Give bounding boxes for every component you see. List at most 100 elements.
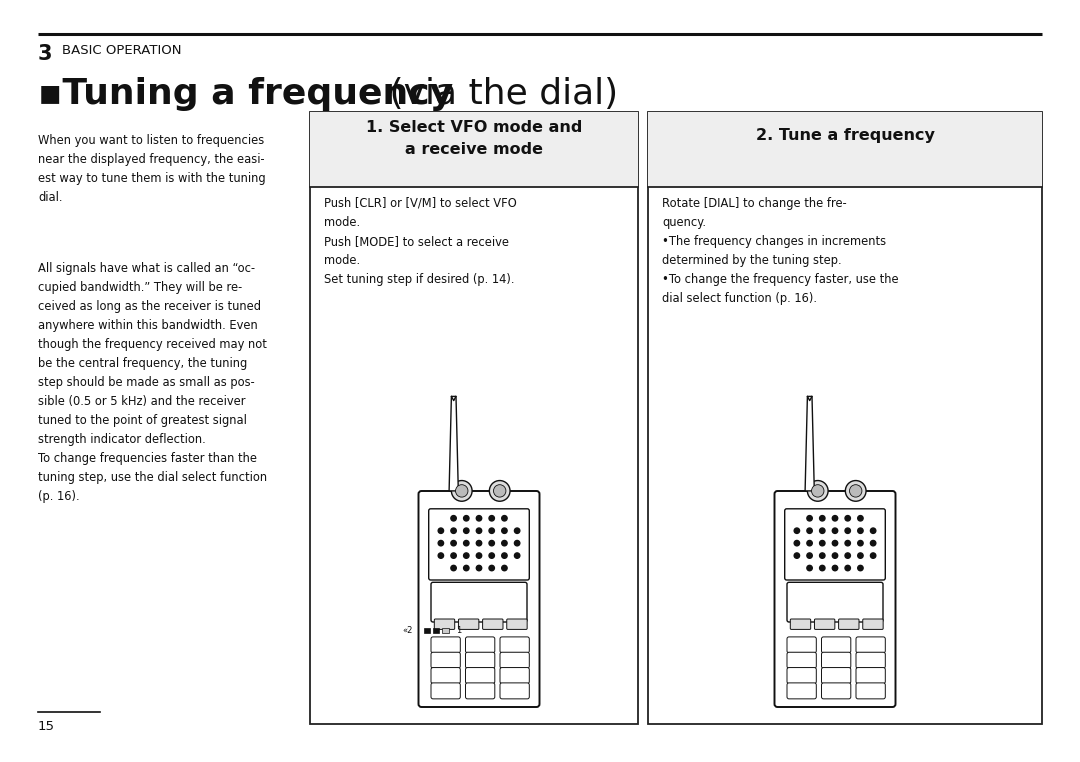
Polygon shape bbox=[805, 396, 814, 491]
FancyBboxPatch shape bbox=[774, 491, 895, 707]
Circle shape bbox=[870, 553, 876, 559]
FancyBboxPatch shape bbox=[465, 652, 495, 668]
FancyBboxPatch shape bbox=[465, 683, 495, 699]
Polygon shape bbox=[449, 396, 458, 491]
Text: ▪Tuning a frequency: ▪Tuning a frequency bbox=[38, 77, 454, 111]
Circle shape bbox=[807, 565, 812, 571]
Circle shape bbox=[514, 540, 519, 546]
Circle shape bbox=[438, 540, 444, 546]
Bar bbox=[648, 112, 1042, 187]
Circle shape bbox=[463, 516, 469, 521]
Circle shape bbox=[858, 553, 863, 559]
Circle shape bbox=[850, 485, 862, 497]
Circle shape bbox=[476, 540, 482, 546]
Circle shape bbox=[489, 565, 495, 571]
Circle shape bbox=[858, 540, 863, 546]
FancyBboxPatch shape bbox=[791, 619, 811, 629]
Circle shape bbox=[870, 540, 876, 546]
Circle shape bbox=[489, 481, 510, 501]
Text: 1. Select VFO mode and: 1. Select VFO mode and bbox=[366, 120, 582, 135]
Circle shape bbox=[833, 516, 838, 521]
Circle shape bbox=[450, 565, 456, 571]
Circle shape bbox=[514, 553, 519, 559]
FancyBboxPatch shape bbox=[507, 619, 527, 629]
FancyBboxPatch shape bbox=[822, 668, 851, 684]
FancyBboxPatch shape bbox=[856, 637, 886, 653]
Circle shape bbox=[794, 553, 799, 559]
FancyBboxPatch shape bbox=[465, 668, 495, 684]
FancyBboxPatch shape bbox=[419, 491, 540, 707]
Text: 3: 3 bbox=[38, 44, 53, 64]
Circle shape bbox=[450, 528, 456, 533]
Circle shape bbox=[451, 481, 472, 501]
FancyBboxPatch shape bbox=[856, 668, 886, 684]
FancyBboxPatch shape bbox=[863, 619, 883, 629]
FancyBboxPatch shape bbox=[500, 668, 529, 684]
Bar bbox=[310, 112, 638, 187]
Circle shape bbox=[833, 565, 838, 571]
Circle shape bbox=[820, 516, 825, 521]
Circle shape bbox=[833, 553, 838, 559]
Bar bbox=[423, 629, 430, 632]
Circle shape bbox=[794, 540, 799, 546]
Circle shape bbox=[450, 553, 456, 559]
Circle shape bbox=[476, 528, 482, 533]
Circle shape bbox=[450, 540, 456, 546]
Circle shape bbox=[794, 528, 799, 533]
FancyBboxPatch shape bbox=[787, 683, 816, 699]
Circle shape bbox=[514, 528, 519, 533]
Circle shape bbox=[502, 540, 508, 546]
Circle shape bbox=[489, 516, 495, 521]
Circle shape bbox=[489, 528, 495, 533]
Bar bbox=[310, 112, 638, 724]
FancyBboxPatch shape bbox=[431, 637, 460, 653]
Circle shape bbox=[476, 516, 482, 521]
Text: When you want to listen to frequencies
near the displayed frequency, the easi-
e: When you want to listen to frequencies n… bbox=[38, 134, 266, 204]
Text: BASIC OPERATION: BASIC OPERATION bbox=[62, 44, 181, 57]
Text: Rotate [DIAL] to change the fre-
quency.
•The frequency changes in increments
de: Rotate [DIAL] to change the fre- quency.… bbox=[662, 197, 899, 305]
Circle shape bbox=[502, 565, 508, 571]
FancyBboxPatch shape bbox=[822, 652, 851, 668]
Circle shape bbox=[845, 528, 850, 533]
Circle shape bbox=[820, 528, 825, 533]
Circle shape bbox=[456, 485, 468, 497]
FancyBboxPatch shape bbox=[787, 668, 816, 684]
Circle shape bbox=[489, 540, 495, 546]
FancyBboxPatch shape bbox=[483, 619, 503, 629]
Circle shape bbox=[820, 540, 825, 546]
Circle shape bbox=[858, 516, 863, 521]
Circle shape bbox=[463, 565, 469, 571]
Circle shape bbox=[845, 540, 850, 546]
Circle shape bbox=[438, 553, 444, 559]
Circle shape bbox=[502, 516, 508, 521]
FancyBboxPatch shape bbox=[500, 683, 529, 699]
FancyBboxPatch shape bbox=[465, 637, 495, 653]
Circle shape bbox=[811, 485, 824, 497]
Text: (via the dial): (via the dial) bbox=[378, 77, 618, 111]
Circle shape bbox=[820, 565, 825, 571]
Text: Push [CLR] or [V/M] to select VFO
mode.
Push [MODE] to select a receive
mode.
Se: Push [CLR] or [V/M] to select VFO mode. … bbox=[324, 197, 516, 286]
FancyBboxPatch shape bbox=[822, 637, 851, 653]
Circle shape bbox=[845, 553, 850, 559]
Bar bbox=[442, 629, 448, 632]
Circle shape bbox=[808, 481, 828, 501]
Circle shape bbox=[807, 540, 812, 546]
FancyBboxPatch shape bbox=[500, 652, 529, 668]
Circle shape bbox=[502, 553, 508, 559]
Circle shape bbox=[820, 553, 825, 559]
Circle shape bbox=[833, 540, 838, 546]
FancyBboxPatch shape bbox=[500, 637, 529, 653]
Circle shape bbox=[450, 516, 456, 521]
FancyBboxPatch shape bbox=[431, 668, 460, 684]
Circle shape bbox=[807, 528, 812, 533]
Circle shape bbox=[476, 565, 482, 571]
Circle shape bbox=[463, 540, 469, 546]
Circle shape bbox=[858, 565, 863, 571]
FancyBboxPatch shape bbox=[431, 683, 460, 699]
Circle shape bbox=[833, 528, 838, 533]
FancyBboxPatch shape bbox=[814, 619, 835, 629]
FancyBboxPatch shape bbox=[429, 509, 529, 580]
Circle shape bbox=[476, 553, 482, 559]
Circle shape bbox=[463, 528, 469, 533]
Circle shape bbox=[502, 528, 508, 533]
